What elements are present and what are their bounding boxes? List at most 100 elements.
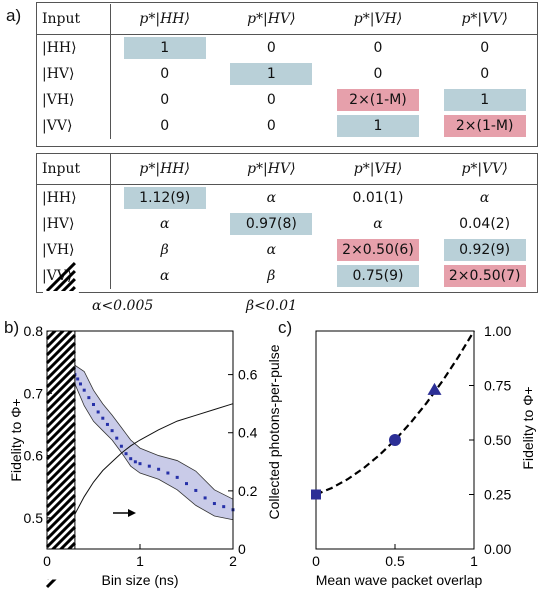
fidelity-point	[166, 471, 170, 475]
fidelity-point	[76, 377, 80, 381]
fidelity-point	[87, 396, 91, 400]
hatch-line	[45, 294, 76, 325]
fidelity-point	[157, 467, 161, 471]
cell-value: 0	[160, 92, 170, 108]
fidelity-point	[78, 382, 82, 386]
hatch-line	[45, 438, 76, 469]
hatch-line	[45, 446, 76, 477]
hatch-line	[45, 494, 76, 525]
excluded-region	[46, 330, 76, 550]
table-cell: α	[218, 237, 325, 263]
hatch-line	[45, 454, 76, 485]
hatch-line	[45, 342, 76, 373]
header-col-3: p*|VH⟩	[324, 154, 432, 185]
table-cell: 0	[111, 61, 218, 87]
hatch-line	[45, 310, 76, 341]
fidelity-point	[115, 436, 119, 440]
table-2: Input p*|HH⟩ p*|HV⟩ p*|VH⟩ p*|VV⟩ |HH⟩ 1.12(9)…	[36, 154, 538, 289]
fidelity-point	[147, 464, 151, 468]
cell-value: 0	[480, 40, 490, 56]
fidelity-point	[212, 502, 216, 506]
panel-b-label: b)	[4, 318, 20, 337]
x-tick-label: 1	[136, 553, 144, 569]
table-cell: 0.04(2)	[431, 211, 538, 237]
fidelity-point	[194, 488, 198, 492]
table-cell: 2×0.50(7)	[431, 263, 538, 289]
cell-value: 0	[373, 66, 383, 82]
cell-value: 0	[373, 40, 383, 56]
y-right-axis-label: Collected photons-per-pulse	[266, 344, 282, 519]
table-row: |VV⟩ α β 0.75(9) 2×0.50(7)	[36, 263, 538, 289]
row-label: |VH⟩	[36, 87, 112, 113]
table-row: |HV⟩ α 0.97(8) α 0.04(2)	[36, 211, 538, 237]
y-left-tick-label: 0.5	[24, 510, 44, 526]
x-tick-label: 0.5	[385, 553, 405, 569]
y-right-tick-label: 0	[238, 541, 246, 557]
hatch-line	[45, 518, 76, 549]
cell-value: 1	[123, 37, 206, 59]
hatch-line	[45, 534, 76, 565]
fidelity-point	[124, 452, 128, 456]
table-row: |VH⟩ 0 0 2×(1-M) 1	[36, 87, 538, 113]
table-cell: α	[111, 211, 218, 237]
table-cell: α	[111, 263, 218, 289]
table-cell: 1	[431, 87, 538, 113]
table-cell: 0	[111, 87, 218, 113]
cell-value: 0.92(9)	[443, 239, 526, 261]
y-tick-label: 0.75	[484, 378, 511, 394]
hatch-line	[45, 502, 76, 533]
cell-value: α	[266, 190, 277, 206]
hatch-mask-top	[43, 291, 79, 331]
header-col-2: p*|HV⟩	[218, 154, 325, 185]
cell-value: 1	[230, 63, 313, 85]
fidelity-point	[92, 402, 95, 406]
hatch-line	[45, 382, 76, 413]
x-tick-label: 1	[470, 553, 478, 569]
cell-value: β	[160, 242, 169, 258]
table-cell: 0	[218, 113, 325, 139]
cell-value: α	[479, 190, 490, 206]
hatch-line	[45, 302, 76, 333]
y-axis-label: Fidelity to Φ+	[520, 386, 536, 469]
fidelity-point	[138, 462, 142, 466]
hatch-line	[45, 430, 76, 461]
table-cell: β	[111, 237, 218, 263]
fidelity-point	[110, 429, 114, 433]
hatch-line	[45, 406, 76, 437]
table-cell: 0.92(9)	[431, 237, 538, 263]
row-label: |HH⟩	[36, 34, 112, 61]
y-tick-label: 1.00	[484, 323, 511, 339]
fidelity-point	[203, 496, 207, 500]
table-row: |VV⟩ 0 0 1 2×(1-M)	[36, 113, 538, 139]
photons-curve	[74, 403, 234, 515]
header-col-1: p*|HH⟩	[110, 4, 218, 35]
panel-c-label: c)	[278, 318, 293, 337]
table-cell: 0.01(1)	[325, 185, 432, 212]
table-cell: 0	[218, 87, 325, 113]
chart-c-frame	[315, 330, 475, 550]
hatch-line	[45, 550, 76, 581]
band-lower-line	[74, 383, 234, 521]
cell-value: 2×(1-M)	[443, 115, 526, 137]
row-label: |VV⟩	[36, 113, 112, 139]
cell-value: 2×0.50(6)	[336, 239, 419, 261]
row-label: |HV⟩	[36, 61, 112, 87]
table-row: |HV⟩ 0 1 0 0	[36, 61, 538, 87]
fidelity-point	[73, 373, 77, 377]
table-cell: 1	[111, 35, 218, 62]
hatch-line	[45, 326, 76, 357]
x-axis-label: Mean wave packet overlap	[316, 572, 483, 588]
table-cell: 0	[431, 61, 538, 87]
cell-value: 1.12(9)	[123, 187, 206, 209]
hatch-line	[45, 318, 76, 349]
hatch-line	[45, 422, 76, 453]
cell-value: 0	[266, 92, 276, 108]
hatch-line	[45, 486, 76, 517]
chart-b-frame	[46, 330, 234, 550]
fidelity-point	[175, 475, 179, 479]
x-axis-label: Bin size (ns)	[101, 572, 178, 588]
y-left-tick-label: 0.7	[24, 385, 44, 401]
cell-value: 2×(1-M)	[336, 89, 419, 111]
cell-value: 1	[443, 89, 526, 111]
hatch-line	[45, 470, 76, 501]
